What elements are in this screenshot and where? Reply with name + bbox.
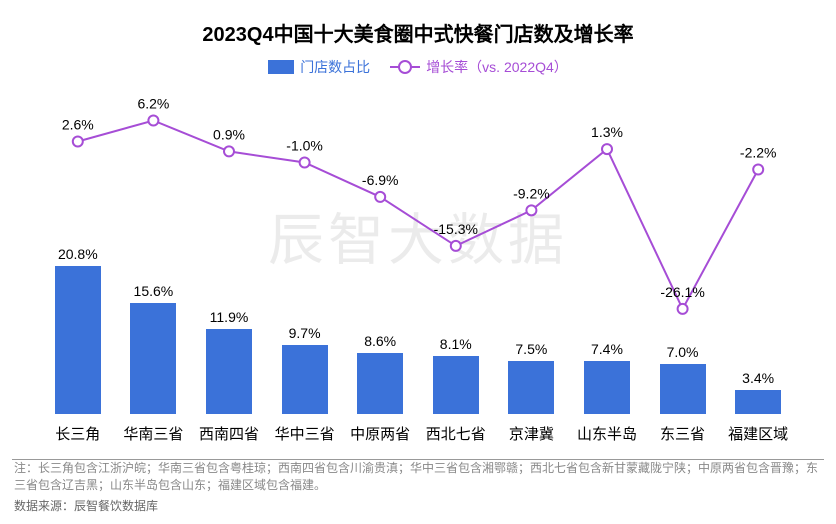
svg-text:-6.9%: -6.9% bbox=[362, 172, 399, 188]
line-series: 2.6% 6.2% 0.9% -1.0% -6.9% -15.3% -9.2% 1.3% -26… bbox=[40, 90, 796, 414]
x-axis-label: 东三省 bbox=[645, 423, 721, 444]
x-axis-label: 西南四省 bbox=[191, 423, 267, 444]
footnote-text: 注：长三角包含江浙沪皖；华南三省包含粤桂琼；西南四省包含川渝贵滇；华中三省包含湘… bbox=[14, 460, 822, 494]
x-axis-label: 福建区域 bbox=[720, 423, 796, 444]
svg-text:1.3%: 1.3% bbox=[591, 124, 623, 140]
x-axis-label: 京津冀 bbox=[494, 423, 570, 444]
chart-title: 2023Q4中国十大美食圈中式快餐门店数及增长率 bbox=[0, 0, 836, 47]
data-source: 数据来源：辰智餐饮数据库 bbox=[14, 497, 158, 514]
svg-text:-2.2%: -2.2% bbox=[740, 145, 777, 161]
plot-area: 辰智大数据 20.8%15.6%11.9%9.7%8.6%8.1%7.5%7.4… bbox=[40, 90, 796, 414]
legend-bar-item: 门店数占比 bbox=[268, 57, 370, 77]
svg-text:6.2%: 6.2% bbox=[137, 96, 169, 112]
legend-line-label: 增长率（vs. 2022Q4） bbox=[426, 57, 568, 77]
x-axis-label: 华南三省 bbox=[116, 423, 192, 444]
x-axis-label: 西北七省 bbox=[418, 423, 494, 444]
legend-bar-swatch bbox=[268, 60, 294, 74]
svg-text:-9.2%: -9.2% bbox=[513, 185, 550, 201]
x-axis-labels: 长三角华南三省西南四省华中三省中原两省西北七省京津冀山东半岛东三省福建区域 bbox=[40, 423, 796, 444]
x-axis-label: 长三角 bbox=[40, 423, 116, 444]
legend-bar-label: 门店数占比 bbox=[300, 57, 370, 77]
svg-text:-1.0%: -1.0% bbox=[286, 138, 323, 154]
legend: 门店数占比 增长率（vs. 2022Q4） bbox=[0, 57, 836, 77]
x-axis-label: 中原两省 bbox=[342, 423, 418, 444]
chart-container: 2023Q4中国十大美食圈中式快餐门店数及增长率 门店数占比 增长率（vs. 2… bbox=[0, 0, 836, 524]
svg-text:-26.1%: -26.1% bbox=[660, 284, 704, 300]
svg-text:0.9%: 0.9% bbox=[213, 126, 245, 142]
legend-line-swatch bbox=[390, 66, 420, 68]
x-axis-label: 山东半岛 bbox=[569, 423, 645, 444]
legend-line-item: 增长率（vs. 2022Q4） bbox=[390, 57, 568, 77]
svg-text:2.6%: 2.6% bbox=[62, 117, 94, 133]
x-axis-label: 华中三省 bbox=[267, 423, 343, 444]
svg-text:-15.3%: -15.3% bbox=[434, 221, 478, 237]
